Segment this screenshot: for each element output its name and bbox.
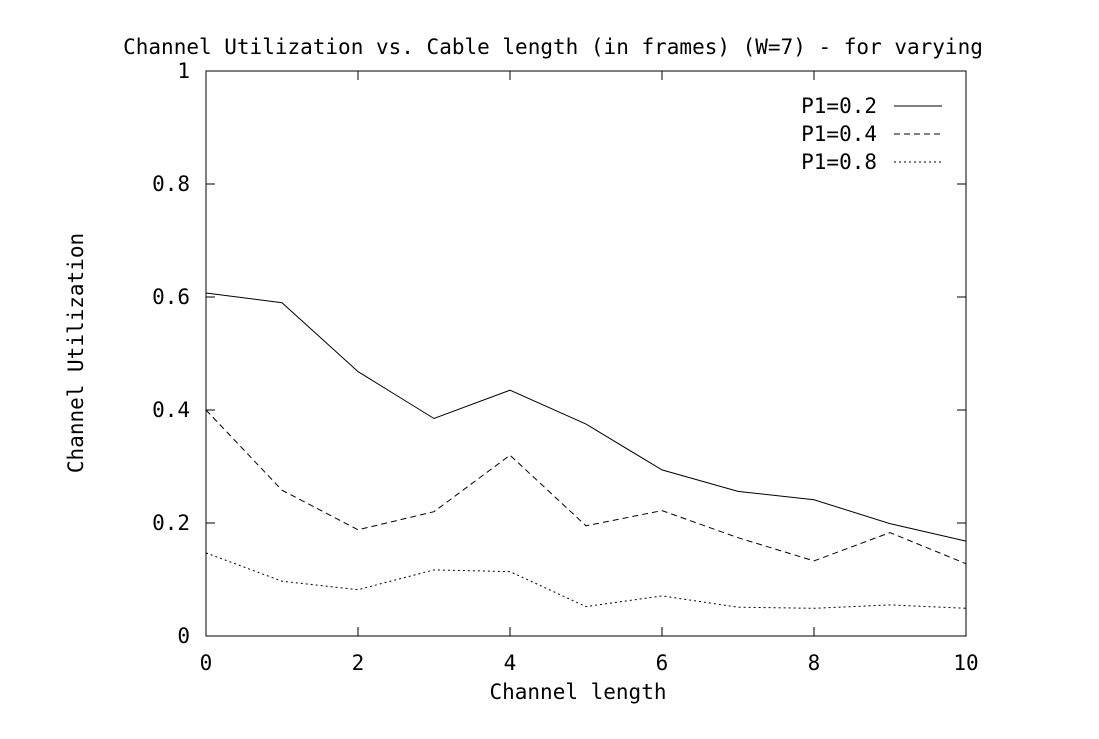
y-tick-label: 1 xyxy=(177,59,190,83)
series-line-1 xyxy=(205,292,967,542)
x-tick-label: 2 xyxy=(352,651,365,675)
x-tick-label: 10 xyxy=(953,651,978,675)
y-tick-label: 0.2 xyxy=(152,511,190,535)
x-tick-label: 4 xyxy=(504,651,517,675)
y-tick-labels: 0 0.2 0.4 0.6 0.8 1 xyxy=(152,59,190,648)
series-lines xyxy=(205,292,967,609)
x-tick-label: 6 xyxy=(656,651,669,675)
x-tick-labels: 0 2 4 6 8 10 xyxy=(200,651,979,675)
legend-label: P1=0.8 xyxy=(801,150,877,174)
y-tick-label: 0.6 xyxy=(152,285,190,309)
legend: P1=0.2 P1=0.4 P1=0.8 xyxy=(801,94,942,174)
plot-frame xyxy=(205,70,967,637)
series-line-3 xyxy=(205,552,967,609)
x-axis-label: Channel length xyxy=(489,680,666,704)
x-tick-label: 0 xyxy=(200,651,213,675)
legend-label: P1=0.2 xyxy=(801,94,877,118)
y-tick-label: 0 xyxy=(177,624,190,648)
y-tick-label: 0.8 xyxy=(152,172,190,196)
series-line-2 xyxy=(205,409,967,565)
y-tick-label: 0.4 xyxy=(152,398,190,422)
x-tick-label: 8 xyxy=(808,651,821,675)
tick-marks xyxy=(205,70,967,637)
y-axis-label: Channel Utilization xyxy=(64,233,88,473)
legend-label: P1=0.4 xyxy=(801,122,877,146)
chart-title: Channel Utilization vs. Cable length (in… xyxy=(123,35,983,59)
